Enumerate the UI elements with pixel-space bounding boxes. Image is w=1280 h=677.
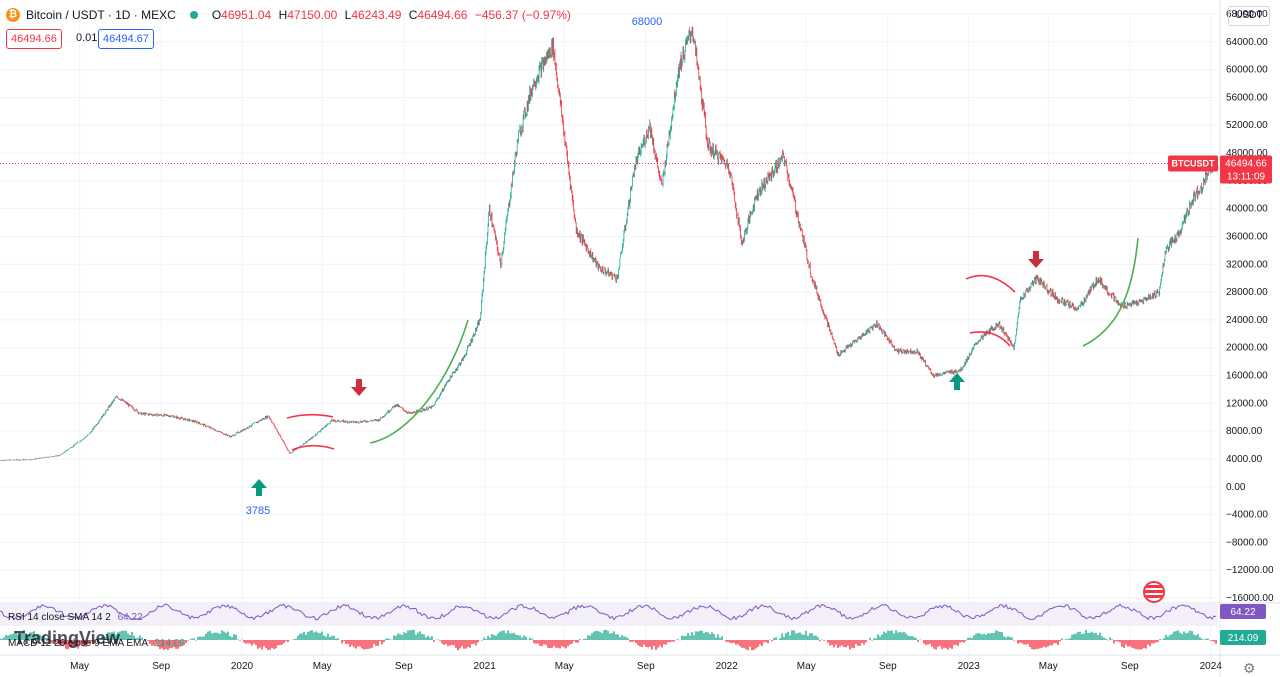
rsi-label: RSI 14 close SMA 14 2: [8, 612, 111, 623]
symbol-title[interactable]: Bitcoin / USDT · 1D · MEXC: [26, 8, 176, 22]
range-arc-top-2023: [965, 274, 1016, 293]
range-arc-top-2020: [286, 413, 334, 419]
buy-arrow-2023: [949, 373, 965, 390]
buy-arrow-2020: [251, 479, 267, 496]
ohlc-low: 46243.49: [351, 8, 402, 22]
y-tick-label: 8000.00: [1226, 426, 1263, 437]
uptrend-line-2023: [1082, 237, 1139, 347]
y-tick-label: −8000.00: [1226, 537, 1268, 548]
market-status-dot: [189, 11, 198, 19]
rsi-line: [0, 603, 1217, 621]
y-tick-label: 60000.00: [1226, 65, 1268, 76]
range-arc-bottom-2020: [291, 444, 335, 451]
x-tick-label: Sep: [395, 661, 413, 672]
y-tick-label: 64000.00: [1226, 37, 1268, 48]
x-tick-label: May: [313, 661, 332, 672]
ohlc-high-key: H: [278, 8, 288, 22]
macd-histogram: [0, 629, 1217, 651]
us-flag-icon[interactable]: [1143, 581, 1165, 603]
ohlc-high: 47150.00: [287, 8, 338, 22]
x-tick-label: May: [1039, 661, 1058, 672]
rsi-legend[interactable]: RSI 14 close SMA 14 2 64.22: [8, 612, 143, 623]
ohlc-change: −456.37 (−0.97%): [474, 8, 571, 22]
macd-badge: 214.09: [1228, 633, 1259, 644]
macd-legend[interactable]: MACD 12 26 close 9 EMA EMA 214.09: [8, 638, 185, 649]
macd-badge-bg: [1220, 630, 1266, 645]
rsi-band: [0, 604, 1218, 626]
timer-badge: 13:11:09: [1227, 172, 1266, 183]
low-label: 3785: [246, 505, 270, 517]
spread-value: 0.01: [76, 32, 98, 44]
ohlc-close: 46494.66: [417, 8, 468, 22]
high-label: 68000: [632, 16, 663, 28]
y-tick-label: 52000.00: [1226, 120, 1268, 131]
x-tick-label: May: [70, 661, 89, 672]
rsi-badge: 64.22: [1230, 607, 1255, 618]
range-arc-bottom-2023: [969, 331, 1011, 347]
sell-arrow-2023: [1028, 251, 1044, 268]
price-badge: 46494.66: [1225, 159, 1267, 170]
ohlc-open: 46951.04: [221, 8, 272, 22]
candles-group: [0, 26, 1219, 461]
y-tick-label: −4000.00: [1226, 510, 1268, 521]
y-tick-label: 20000.00: [1226, 343, 1268, 354]
y-tick-label: 48000.00: [1226, 148, 1268, 159]
x-tick-label: 2021: [474, 661, 497, 672]
bitcoin-icon: ₿: [6, 8, 20, 22]
y-tick-label: 36000.00: [1226, 231, 1268, 242]
y-tick-label: 24000.00: [1226, 315, 1268, 326]
x-tick-label: 2020: [231, 661, 254, 672]
currency-selector[interactable]: USDT: [1228, 6, 1270, 26]
y-tick-label: 28000.00: [1226, 287, 1268, 298]
y-tick-label: 12000.00: [1226, 398, 1268, 409]
y-tick-label: 32000.00: [1226, 259, 1268, 270]
sell-arrow-2020: [351, 379, 367, 396]
macd-legend-value: 214.09: [154, 638, 185, 649]
uptrend-line-2020: [369, 319, 469, 444]
ohlc-low-key: L: [344, 8, 352, 22]
y-tick-label: −12000.00: [1226, 565, 1274, 576]
settings-gear-icon[interactable]: ⚙: [1243, 660, 1256, 676]
ohlc-readout: O46951.04 H47150.00 L46243.49 C46494.66 …: [212, 8, 575, 22]
price-badge-bg: [1220, 155, 1272, 184]
x-tick-label: May: [797, 661, 816, 672]
rsi-legend-value: 64.22: [117, 612, 143, 623]
ohlc-open-key: O: [211, 8, 222, 22]
x-tick-label: Sep: [879, 661, 897, 672]
x-tick-label: Sep: [1121, 661, 1139, 672]
x-tick-label: Sep: [637, 661, 655, 672]
symbol-badge-bg: [1168, 155, 1218, 172]
y-tick-label: 56000.00: [1226, 92, 1268, 103]
ohlc-close-key: C: [408, 8, 418, 22]
y-tick-label: 40000.00: [1226, 204, 1268, 215]
y-tick-label: 16000.00: [1226, 371, 1268, 382]
y-tick-label: 0.00: [1226, 482, 1246, 493]
macd-label: MACD 12 26 close 9 EMA EMA: [8, 638, 148, 649]
x-tick-label: Sep: [152, 661, 170, 672]
x-tick-label: May: [555, 661, 574, 672]
tradingview-logo[interactable]: TradingView: [14, 628, 120, 648]
buy-price-button[interactable]: 46494.67: [98, 29, 154, 49]
symbol-badge: BTCUSDT: [1172, 159, 1215, 169]
x-tick-label: 2022: [716, 661, 739, 672]
sell-price-button[interactable]: 46494.66: [6, 29, 62, 49]
x-tick-label: 2024: [1200, 661, 1223, 672]
rsi-badge-bg: [1220, 604, 1266, 619]
y-tick-label: −16000.00: [1226, 593, 1274, 604]
y-tick-label: 4000.00: [1226, 454, 1263, 465]
y-tick-label: 68000.00: [1226, 9, 1268, 20]
chart-header: ₿ Bitcoin / USDT · 1D · MEXC O46951.04 H…: [6, 8, 575, 22]
x-tick-label: 2023: [958, 661, 981, 672]
